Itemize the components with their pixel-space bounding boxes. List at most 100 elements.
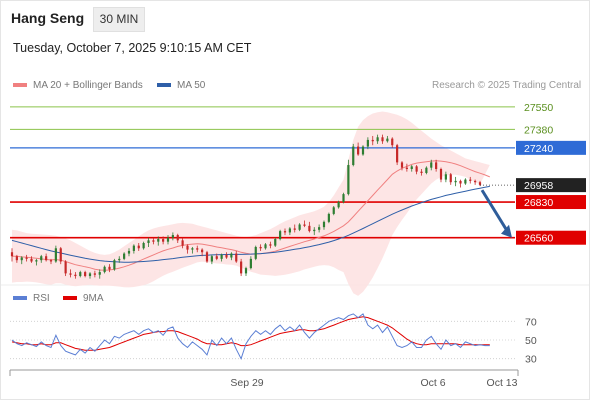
candle-down [235,253,238,262]
candle-up [430,162,433,168]
candle-down [69,273,72,275]
rsi-tick-label: 70 [525,316,537,328]
x-tick-label: Sep 29 [230,377,263,389]
candle-up [54,248,57,262]
candle-up [191,248,194,250]
candle-down [303,224,306,226]
candle-down [15,256,18,261]
legend-rsi: RSI [13,293,50,304]
candle-up [171,235,174,238]
candle-up [342,194,345,203]
candle-down [439,169,443,180]
x-tick-label: Oct 13 [487,377,518,389]
candle-up [142,243,145,249]
datetime-label: Tuesday, October 7, 2025 9:10:15 AM CET [13,41,252,55]
resistance-label: 27550 [524,102,553,114]
candle-up [118,258,121,261]
rsi-ma-line [11,316,490,351]
candle-down [30,258,33,262]
legend-ma50: MA 50 [157,80,205,91]
x-tick-label: Oct 6 [420,377,445,389]
rsi-line [11,313,490,360]
candle-down [391,138,394,146]
candle-down [181,240,184,246]
timeframe-button[interactable]: 30 MIN [93,7,145,32]
candle-down [371,139,374,142]
candle-down [225,254,228,258]
candle-up [322,221,326,228]
candle-up [313,229,316,232]
candle-down [308,225,311,232]
resistance-label: 27380 [524,124,553,136]
candle-up [318,227,321,230]
candle-down [240,261,243,274]
pivot-label: 27240 [524,143,553,155]
candle-up [127,250,131,254]
candle-down [269,244,272,246]
support-label-box [516,230,586,245]
candle-down [283,231,287,233]
support-label-box [516,195,586,210]
candle-down [152,240,155,242]
candle-up [88,273,92,277]
candle-up [113,260,116,270]
candle-up [425,167,428,173]
instrument-title: Hang Seng [11,10,85,26]
candle-down [25,257,28,259]
candle-down [215,256,218,259]
candle-up [352,146,355,166]
candle-down [45,256,48,261]
pivot-label-box [516,140,586,155]
candle-down [196,248,199,250]
ma50-swatch [157,83,171,88]
candle-up [103,266,106,273]
candle-up [166,237,170,242]
candle-up [332,207,335,214]
candle-up [366,139,369,147]
candle-up [230,253,233,258]
candle-down [474,180,477,183]
candle-down [186,245,189,250]
candle-down [108,266,111,270]
candle-up [210,256,213,262]
candle-up [157,239,160,242]
candle-up [40,256,43,261]
candle-up [123,253,126,259]
legend-ma20-label: MA 20 + Bollinger Bands [33,80,143,91]
copyright: Research © 2025 Trading Central [432,80,582,91]
rsi-swatch [13,296,27,301]
candle-up [347,165,350,195]
candle-down [381,137,384,142]
candle-up [444,174,447,180]
candle-up [20,257,23,261]
candle-up [279,231,282,240]
header: Hang Seng 30 MIN [0,0,590,36]
candle-up [410,166,413,169]
candle-down [469,179,472,181]
candle-up [244,268,248,274]
candle-down [396,145,399,163]
candle-down [176,235,179,241]
candle-down [49,260,53,262]
candle-up [79,272,82,277]
candle-up [454,180,457,183]
legend-rsi-label: RSI [33,293,50,304]
candle-up [376,137,379,142]
support-label: 26830 [524,197,553,209]
candle-down [59,248,62,262]
candle-down [293,228,296,230]
candle-down [10,252,14,257]
candle-up [35,260,38,262]
candle-down [201,249,204,253]
candle-up [147,240,150,243]
legend-rsi-ma-label: 9MA [83,293,104,304]
legend-rsi-ma: 9MA [63,293,104,304]
ma20-swatch [13,83,27,88]
support-label: 26560 [524,233,553,245]
candle-down [478,182,482,185]
candle-down [259,246,262,249]
candle-up [327,213,330,222]
rsi-tick-label: 50 [525,335,537,347]
candle-down [415,166,418,172]
